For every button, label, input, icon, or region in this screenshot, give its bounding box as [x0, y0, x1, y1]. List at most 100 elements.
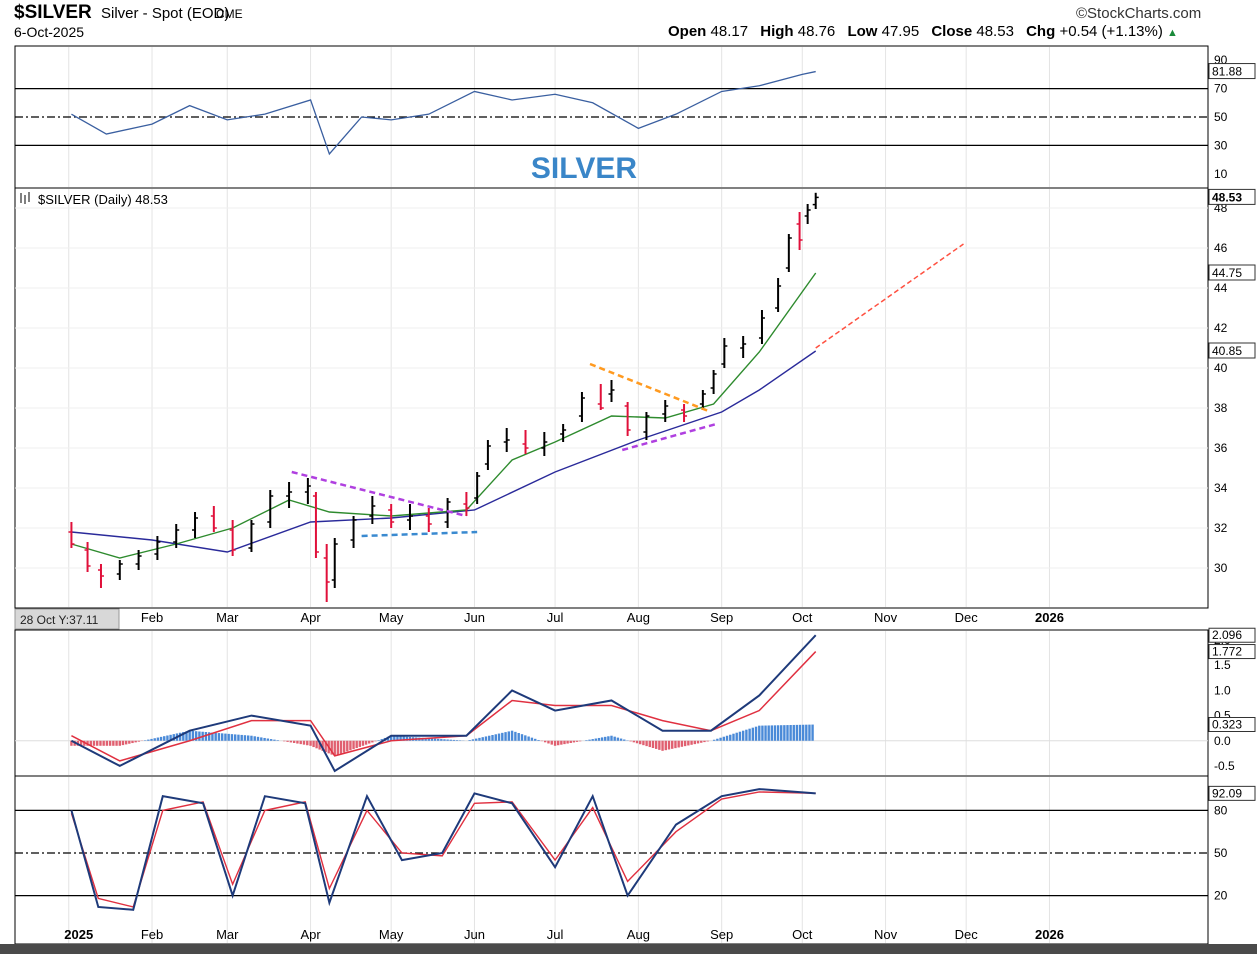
macd-histogram-bar — [530, 737, 534, 741]
macd-histogram-bar — [811, 724, 814, 741]
macd-histogram-bar — [455, 740, 459, 741]
rsi-value-box — [1208, 63, 1256, 80]
macd-histogram-bar — [230, 734, 234, 741]
macd-histogram-bar — [371, 740, 374, 743]
chg-label: Chg — [1026, 23, 1056, 40]
macd-histogram-bar — [575, 740, 579, 742]
price-legend: $SILVER (Daily) 48.53 — [38, 192, 168, 207]
rsi-line — [71, 70, 816, 156]
macd-histogram-bar — [761, 725, 764, 741]
macd-histogram-bar — [339, 740, 343, 754]
macd-histogram-bar — [497, 733, 501, 741]
macd-histogram-bar — [436, 738, 440, 741]
macd-histogram-bar — [269, 739, 273, 741]
price-tick-label: 46 — [1214, 241, 1228, 255]
stoch-value-label: 92.09 — [1212, 786, 1242, 800]
price-value-label: 44.75 — [1212, 266, 1242, 280]
macd-histogram-bar — [683, 740, 687, 747]
macd-histogram-bar — [302, 740, 306, 745]
open-label: Open — [668, 23, 707, 40]
x-axis-label: Jun — [464, 610, 485, 625]
macd-histogram-bar — [374, 740, 377, 742]
macd-histogram-bar — [716, 738, 719, 741]
macd-histogram-bar — [569, 740, 572, 743]
macd-histogram-bar — [510, 730, 514, 741]
macd-histogram-bar — [770, 725, 774, 741]
macd-histogram-bar — [296, 740, 299, 744]
macd-histogram-bar — [494, 734, 497, 741]
macd-histogram-bar — [324, 740, 327, 753]
macd-panel — [14, 629, 1209, 777]
x-axis-label: Apr — [300, 610, 321, 625]
symbol-title: $SILVER — [14, 2, 92, 23]
macd-histogram-bar — [674, 740, 677, 749]
bar-chart-icon — [20, 192, 30, 204]
sma-slow-line — [71, 350, 817, 553]
macd-histogram-bar — [389, 735, 393, 741]
x-axis-label: Feb — [141, 610, 163, 625]
macd-histogram-bar — [211, 732, 214, 741]
macd-histogram-bar — [501, 732, 504, 741]
macd-histogram-bar — [474, 738, 478, 741]
macd-histogram-bar — [355, 740, 358, 749]
macd-histogram-bar — [342, 740, 346, 753]
macd-histogram-bar — [233, 734, 237, 741]
price-tick-label: 44 — [1214, 281, 1228, 295]
macd-histogram-bar — [484, 736, 488, 741]
macd-histogram-bar — [166, 735, 169, 741]
macd-histogram-bar — [488, 735, 491, 741]
macd-histogram-bar — [690, 740, 693, 745]
macd-histogram-bar — [243, 735, 247, 741]
macd-histogram-bar — [607, 736, 610, 741]
macd-histogram-bar — [185, 731, 188, 741]
macd-histogram-bar — [572, 740, 576, 743]
price-tick-label: 30 — [1214, 561, 1228, 575]
macd-histogram-bar — [452, 739, 456, 741]
macd-histogram-bar — [547, 740, 550, 744]
macd-histogram-bar — [481, 737, 484, 741]
date-tooltip: 28 Oct Y:37.11 — [14, 608, 120, 630]
macd-histogram-bar — [346, 740, 349, 752]
macd-histogram-bar — [227, 733, 230, 741]
macd-histogram-bar — [260, 737, 263, 741]
macd-histogram-bar — [610, 735, 613, 741]
macd-histogram-bar — [368, 740, 371, 744]
macd-histogram-bar — [520, 734, 524, 741]
macd-histogram-bar — [563, 740, 566, 745]
macd-tick-label: -0.5 — [1214, 759, 1235, 773]
macd-histogram-bar — [693, 740, 696, 745]
ohlc-readout: Open 48.17 High 48.76 Low 47.95 Close 48… — [668, 23, 1178, 40]
macd-histogram-bar — [352, 740, 355, 750]
macd-value-label: 0.323 — [1212, 717, 1242, 731]
macd-histogram-bar — [703, 740, 706, 743]
x-axis-label-bottom: Sep — [710, 927, 733, 942]
rsi-tick-label: 50 — [1214, 110, 1228, 124]
macd-histogram-bar — [169, 734, 172, 741]
macd-histogram-bar — [299, 740, 302, 745]
brand-logo[interactable]: ©StockCharts.com — [1076, 5, 1202, 22]
x-axis-label: May — [379, 610, 404, 625]
macd-histogram-bar — [642, 740, 645, 746]
macd-histogram-bar — [99, 740, 102, 746]
macd-histogram-bar — [112, 740, 115, 746]
macd-histogram-bar — [635, 740, 639, 744]
macd-histogram-bar — [722, 736, 726, 741]
macd-histogram-bar — [79, 740, 83, 746]
macd-histogram-bar — [585, 740, 588, 741]
macd-histogram-bar — [792, 724, 795, 741]
date-tooltip-text: 28 Oct Y:37.11 — [20, 613, 99, 627]
macd-histogram-bar — [446, 739, 449, 741]
chg-value: +0.54 (+1.13%) — [1059, 23, 1163, 40]
macd-histogram-bar — [286, 740, 289, 742]
macd-histogram-bar — [121, 740, 125, 746]
macd-histogram-bar — [687, 740, 690, 746]
macd-histogram-bar — [661, 740, 664, 751]
chart-date: 6-Oct-2025 — [14, 24, 85, 40]
macd-histogram-bar — [405, 736, 409, 741]
macd-histogram-bar — [654, 740, 658, 749]
macd-value-label: 1.772 — [1212, 645, 1242, 659]
macd-histogram-bar — [240, 734, 243, 741]
macd-histogram-bar — [163, 736, 166, 741]
